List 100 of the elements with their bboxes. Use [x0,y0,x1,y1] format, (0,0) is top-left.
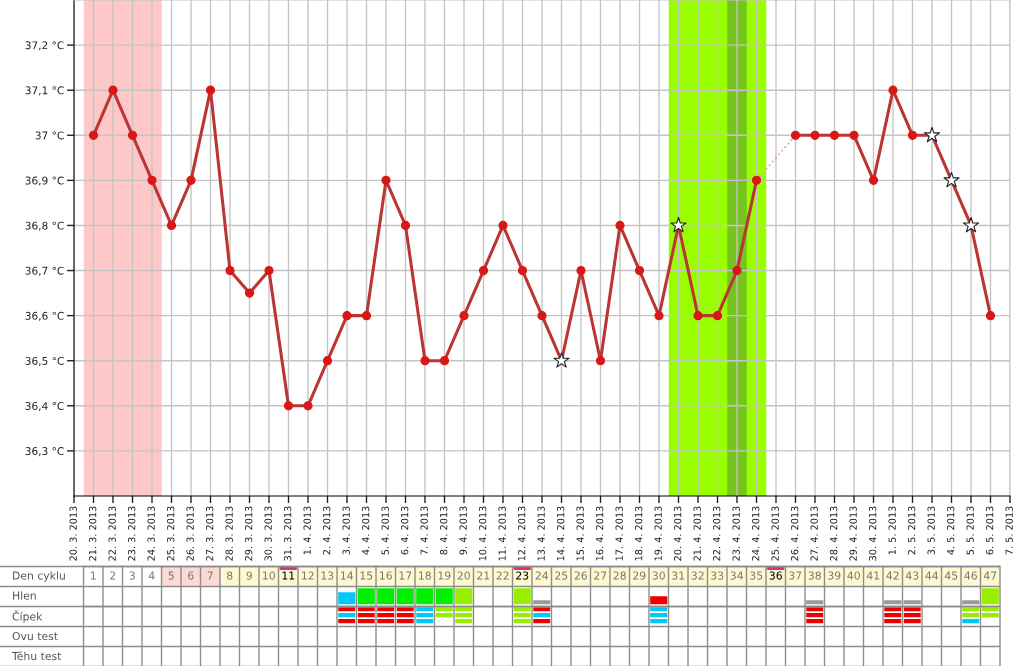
x-tick-label: 17 [399,571,412,580]
x-tick-label: 28. 4. 2013 [829,506,838,561]
point [595,356,606,366]
x-tick-label: 5 [168,571,174,580]
point [342,311,352,321]
point [205,85,216,95]
x-tick-label: 27. 4. 2013 [810,506,818,561]
x-tick-label: 3. 5. 2013 [927,506,935,555]
x-tick-label: 25. 3. 2013 [166,506,175,561]
x-tick-label: 19. 4. 2013 [654,506,662,561]
x-tick-label: 23 [516,571,529,580]
x-tick-label: 25 [555,571,568,580]
point [712,311,723,321]
x-tick-label: 46 [964,571,977,580]
point [790,130,801,140]
x-tick-label: 26. 3. 2013 [186,506,194,561]
x-tick-label: 40 [847,571,860,580]
point [244,288,255,298]
point [576,265,586,276]
point [537,311,547,321]
x-tick-label: 2 [110,571,116,580]
x-tick-label: 22. 3. 2013 [108,506,116,561]
x-tick-label: 25. 4. 2013 [771,506,779,561]
x-tick-label: 15. 4. 2013 [576,506,584,561]
x-tick-label: 20. 4. 2013 [673,506,682,561]
x-tick-label: 9 [246,571,252,580]
x-tick-label: 7. 4. 2013 [420,506,428,555]
point [381,175,391,185]
point [810,130,820,140]
x-tick-label: 16. 4. 2013 [595,506,604,561]
point [264,265,274,276]
x-tick-label: 20 [457,571,470,580]
point [303,401,313,411]
x-tick-label: 30 [652,571,665,580]
x-tick-label: 36 [769,571,782,580]
x-tick-label: 42 [886,571,899,580]
point [615,220,625,231]
x-tick-label: 1. 5. 2013 [888,506,896,555]
x-tick-label: 1 [90,571,96,580]
x-tick-label: 43 [905,571,919,580]
y-tick-label: 36,9 °C [25,176,64,186]
x-tick-label: 44 [925,571,939,580]
x-tick-label: 14. 4. 2013 [556,506,565,561]
x-tick-label: 28. 3. 2013 [225,506,233,561]
x-tick-label: 9. 4. 2013 [459,506,467,555]
x-tick-label: 24. 3. 2013 [147,506,155,561]
y-tick-label: 36,6 °C [25,311,64,321]
point [400,220,411,231]
point [88,130,99,140]
x-tick-label: 24. 4. 2013 [751,506,760,561]
point [225,265,235,276]
y-tick-label: 36,3 °C [25,447,64,457]
x-tick-label: 7 [207,571,213,580]
x-tick-label: 31. 3. 2013 [283,506,292,561]
x-tick-label: 20. 3. 2013 [69,506,77,561]
point [420,356,430,366]
point [985,311,996,321]
text: Ovu test [12,631,58,641]
x-tick-label: 16 [380,571,392,580]
x-tick-label: 32 [691,571,704,580]
x-tick-label: 13 [321,571,334,580]
x-tick-label: 29. 3. 2013 [244,506,253,561]
x-tick-label: 10. 4. 2013 [478,506,487,561]
x-tick-label: 11 [282,571,295,580]
x-tick-label: 4. 5. 2013 [946,506,955,555]
x-tick-label: 11. 4. 2013 [498,506,506,561]
point [517,265,528,276]
x-tick-label: 6 [188,571,194,580]
point [868,175,879,185]
x-tick-label: 22 [496,571,509,580]
point [829,130,840,140]
x-tick-label: 37 [789,571,802,580]
x-tick-label: 6. 5. 2013 [985,506,994,555]
x-tick-label: 10 [263,571,275,580]
x-tick-label: 30. 4. 2013 [868,506,877,561]
x-tick-label: 13. 4. 2013 [537,506,545,561]
x-tick-label: 27 [594,571,607,580]
x-tick-label: 26 [574,571,587,580]
x-tick-label: 17. 4. 2013 [615,506,623,561]
x-tick-label: 7. 5. 2013 [1005,506,1013,555]
point [127,130,138,140]
text: Těhu test [11,651,62,661]
x-tick-label: 5. 5. 2013 [966,506,974,555]
point [361,311,372,321]
x-tick-label: 21. 4. 2013 [693,506,701,561]
y-tick-label: 37,2 °C [25,41,64,51]
point [849,130,859,140]
x-tick-label: 19 [438,571,451,580]
x-tick-label: 12. 4. 2013 [517,506,526,561]
x-tick-label: 1. 4. 2013 [303,506,311,555]
x-tick-label: 33 [711,571,724,580]
point [634,265,645,276]
x-tick-label: 6. 4. 2013 [400,506,409,555]
point [459,311,469,321]
x-tick-label: 21 [477,571,490,580]
point [283,401,294,411]
point [108,85,118,95]
y-tick-label: 37 °C [35,131,64,140]
x-tick-label: 18 [419,571,431,580]
x-tick-label: 12 [302,571,314,580]
